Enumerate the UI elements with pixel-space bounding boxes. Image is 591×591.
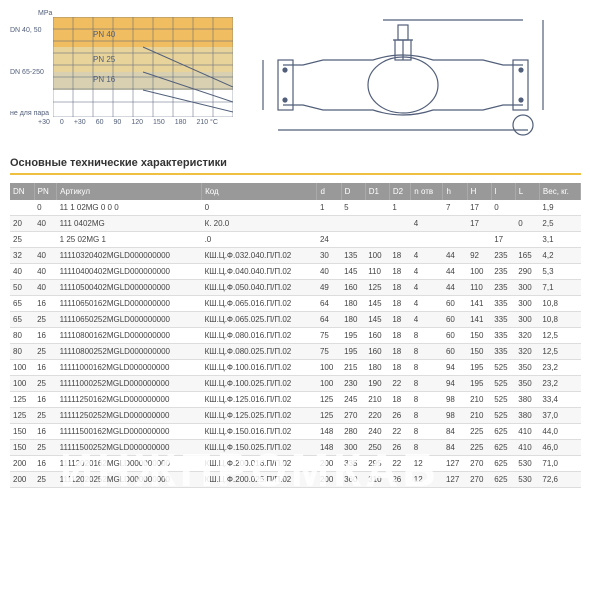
- chart-y-labels: DN 40, 50 DN 65-250 не для пара: [10, 17, 53, 117]
- col-header: D1: [365, 183, 389, 200]
- section-title: Основные технические характеристики: [10, 157, 581, 169]
- table-row: 802511110800252MGLD000000000КШ.Ц.Ф.080.0…: [10, 344, 581, 360]
- svg-text:PN 25: PN 25: [93, 55, 116, 64]
- mpa-label: MPa: [38, 10, 233, 17]
- table-row: 504011110500402MGLD000000000КШ.Ц.Ф.050.0…: [10, 280, 581, 296]
- col-header: H: [467, 183, 491, 200]
- table-row: 2040111 0402MGК. 20.041702,5: [10, 216, 581, 232]
- col-header: l: [491, 183, 515, 200]
- table-row: 1501611111500162MGLD000000000КШ.Ц.Ф.150.…: [10, 424, 581, 440]
- col-header: DN: [10, 183, 34, 200]
- col-header: n отв: [411, 183, 443, 200]
- table-row: 2001611112020162MGLD000000000КШ.Ц.Ф.200.…: [10, 456, 581, 472]
- table-row: 651611110650162MGLD000000000КШ.Ц.Ф.065.0…: [10, 296, 581, 312]
- table-row: 1001611111000162MGLD000000000КШ.Ц.Ф.100.…: [10, 360, 581, 376]
- valve-diagram: [253, 10, 581, 142]
- col-header: D2: [389, 183, 410, 200]
- table-row: 251 25 02MG 1 .024173,1: [10, 232, 581, 248]
- col-header: Код: [202, 183, 317, 200]
- table-row: 1252511111250252MGLD000000000КШ.Ц.Ф.125.…: [10, 408, 581, 424]
- col-header: Артикул: [57, 183, 202, 200]
- table-row: 011 1 02MG 0 0 0 015171701,9: [10, 200, 581, 216]
- table-row: 1502511111500252MGLD000000000КШ.Ц.Ф.150.…: [10, 440, 581, 456]
- col-header: L: [515, 183, 539, 200]
- col-header: h: [443, 183, 467, 200]
- spec-table: DNPNАртикулКодdDD1D2n отвhHlLВес, кг. 01…: [10, 183, 581, 488]
- pressure-chart: PN 40 PN 25 PN 16: [53, 17, 233, 117]
- divider: [10, 173, 581, 175]
- col-header: D: [341, 183, 365, 200]
- table-row: 1251611111250162MGLD000000000КШ.Ц.Ф.125.…: [10, 392, 581, 408]
- col-header: PN: [34, 183, 57, 200]
- table-row: 2002511112020252MGLD000000000КШ.Ц.Ф.200.…: [10, 472, 581, 488]
- table-row: 652511110650252MGLD000000000КШ.Ц.Ф.065.0…: [10, 312, 581, 328]
- svg-text:PN 40: PN 40: [93, 30, 116, 39]
- table-row: 801611110800162MGLD000000000КШ.Ц.Ф.080.0…: [10, 328, 581, 344]
- table-row: 324011110320402MGLD000000000КШ.Ц.Ф.032.0…: [10, 248, 581, 264]
- chart-x-labels: +300 +3060 90120 150180 210 °C: [10, 119, 218, 126]
- table-row: 1002511111000252MGLD000000000КШ.Ц.Ф.100.…: [10, 376, 581, 392]
- col-header: Вес, кг.: [539, 183, 580, 200]
- col-header: d: [317, 183, 341, 200]
- svg-text:PN 16: PN 16: [93, 75, 116, 84]
- table-row: 404011110400402MGLD000000000КШ.Ц.Ф.040.0…: [10, 264, 581, 280]
